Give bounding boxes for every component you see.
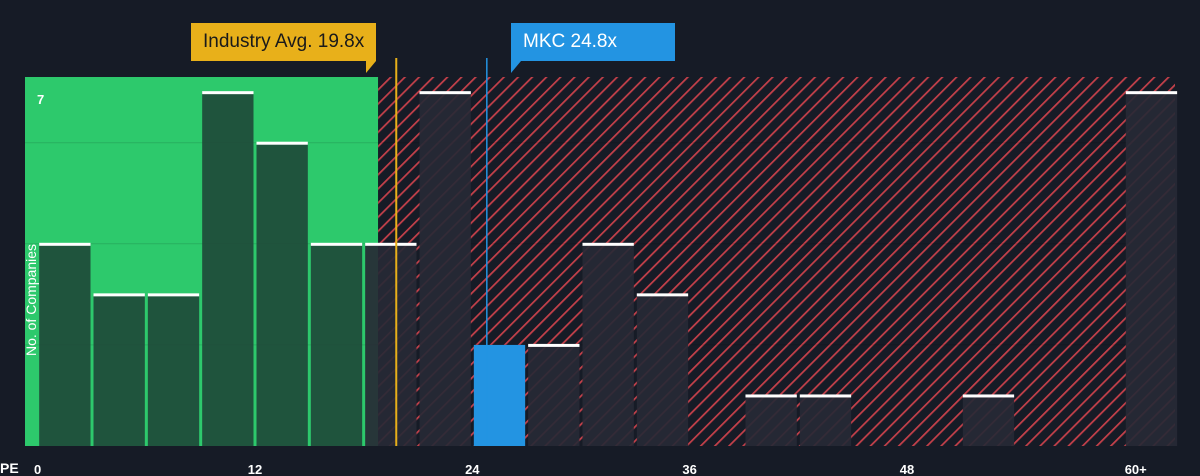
x-axis-title: PE [0, 460, 19, 476]
x-tick-label: 0 [34, 462, 41, 476]
bar-cap [202, 91, 254, 95]
histogram-bar [419, 91, 471, 447]
bar-cap [528, 343, 580, 347]
bar-body [93, 294, 145, 446]
histogram-bar [1125, 91, 1178, 447]
bar-cap [962, 394, 1015, 398]
x-tick-label: 12 [248, 462, 262, 476]
histogram-bar [636, 293, 689, 446]
bar-body [256, 142, 308, 446]
histogram-bar [473, 344, 526, 446]
bar-body [473, 344, 526, 446]
industry-average-label: Industry Avg. 19.8x [203, 31, 365, 52]
bar-cap [147, 293, 200, 297]
bar-body [1125, 92, 1178, 447]
bar-cap [365, 242, 417, 246]
histogram-bar [365, 242, 417, 446]
bar-cap [310, 242, 363, 246]
bar-cap [39, 242, 91, 246]
y-tick-label-max: 7 [37, 92, 45, 107]
bar-body [799, 395, 852, 446]
bar-cap [1125, 91, 1178, 95]
x-tick-label: 24 [465, 462, 480, 476]
x-tick-label: 48 [900, 462, 914, 476]
bar-body [202, 92, 254, 447]
bar-cap [636, 293, 689, 297]
company-pe-callout: MKC 24.8x [511, 23, 675, 73]
bar-body [39, 243, 91, 446]
bar-cap [256, 141, 308, 145]
bar-body [745, 395, 797, 446]
histogram-bar [582, 242, 634, 446]
bar-body [419, 92, 471, 447]
histogram-bar [310, 242, 363, 446]
industry-average-callout: Industry Avg. 19.8x [191, 23, 377, 73]
company-pe-label: MKC 24.8x [523, 31, 617, 52]
bar-cap [93, 293, 145, 297]
bar-cap [799, 394, 852, 398]
x-tick-label: 60+ [1125, 462, 1147, 476]
histogram-bar [256, 141, 308, 446]
histogram-bar [799, 394, 852, 446]
histogram-bar [528, 343, 580, 446]
bar-cap [582, 242, 634, 246]
histogram-bar [745, 394, 797, 446]
bar-body [147, 294, 200, 446]
bar-body [582, 243, 634, 446]
histogram-bar [93, 293, 145, 446]
x-tick-label: 36 [682, 462, 696, 476]
histogram-bar [39, 242, 91, 446]
histogram-bar [962, 394, 1015, 446]
bar-body [962, 395, 1015, 446]
bar-body [310, 243, 363, 446]
histogram-bar [202, 91, 254, 447]
company-callout-pointer [511, 61, 521, 73]
histogram-bar [147, 293, 200, 446]
industry-callout-pointer [366, 61, 377, 73]
y-axis-title: No. of Companies [23, 243, 39, 357]
bar-body [365, 243, 417, 446]
bar-cap [745, 394, 797, 398]
bar-cap [419, 91, 471, 95]
bar-body [528, 344, 580, 446]
bar-body [636, 294, 689, 446]
